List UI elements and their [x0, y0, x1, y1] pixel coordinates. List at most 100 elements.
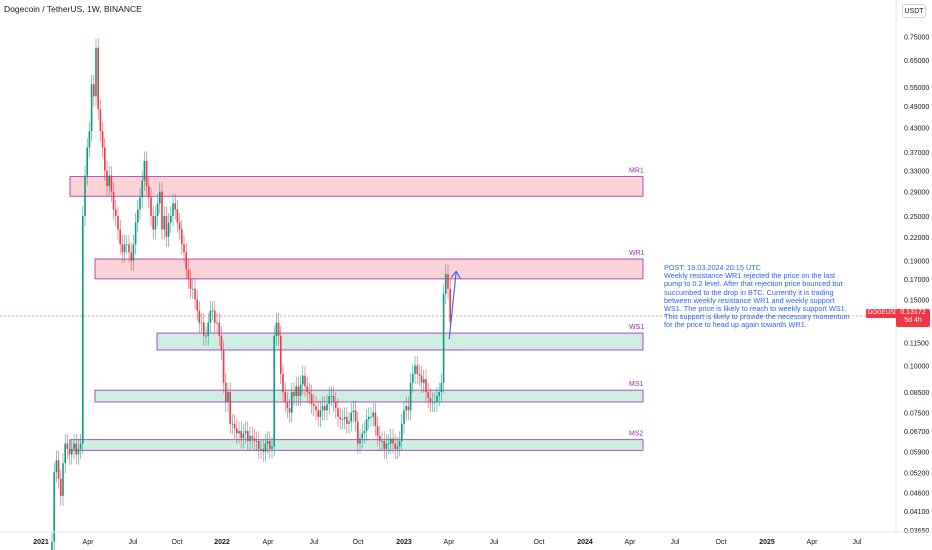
candle-body [264, 443, 267, 452]
y-tick-label: 0.05900 [904, 450, 929, 457]
candle-body [117, 215, 119, 230]
candle-body [440, 382, 443, 393]
candle-body [167, 222, 170, 237]
zone-wr1 [94, 258, 644, 280]
y-tick-label: 0.33000 [904, 169, 929, 176]
candle-body [337, 408, 339, 417]
candle-body [352, 410, 355, 413]
candle-body [77, 448, 80, 455]
current-price-value: 0.13172 [900, 309, 926, 316]
candle-body [324, 406, 326, 411]
analysis-note: POST: 19.03.2024 20:15 UTC Weekly resist… [664, 263, 850, 330]
candle-body [73, 443, 75, 449]
candle-body [99, 109, 102, 132]
candle-body [106, 170, 108, 187]
candle-body [392, 438, 394, 444]
x-tick-label: Apr [807, 539, 819, 546]
candle-body [328, 395, 330, 405]
candle-body [119, 229, 121, 245]
candle-body [297, 386, 300, 396]
candle-body [310, 394, 313, 405]
candle-body [123, 244, 126, 253]
candle-body [350, 412, 352, 422]
x-tick-label: Jul [129, 539, 138, 546]
y-tick-label: 0.37000 [904, 150, 929, 157]
candle-body [262, 448, 264, 452]
x-tick-label: Apr [83, 539, 95, 546]
x-tick-label: Jul [853, 539, 862, 546]
currency-unit-button[interactable]: USDT [902, 4, 926, 18]
candle-body [304, 375, 306, 387]
candle-body [407, 406, 410, 411]
candle-body [229, 392, 231, 424]
y-tick-label: 0.15000 [904, 297, 929, 304]
candle-body [258, 440, 260, 449]
candle-body [266, 440, 269, 444]
x-tick-label: 2025 [759, 539, 775, 546]
candle-body [214, 310, 216, 323]
x-tick-label: Oct [353, 539, 364, 546]
zone-label: WR1 [629, 250, 645, 257]
candle-body [143, 160, 146, 181]
zone-label: MR1 [629, 168, 644, 175]
candle-body [152, 215, 154, 230]
zone-mr1 [69, 176, 644, 197]
candle-body [51, 541, 53, 550]
candle-body [401, 423, 403, 441]
candle-body [398, 440, 401, 447]
candle-body [115, 209, 117, 216]
y-tick-label: 0.25000 [904, 214, 929, 221]
y-tick-label: 0.07500 [904, 411, 929, 418]
candle-body [275, 322, 278, 336]
candle-body [187, 269, 190, 279]
x-tick-label: 2023 [396, 539, 412, 546]
candle-body [211, 310, 214, 312]
candle-body [79, 443, 82, 449]
candle-body [104, 147, 106, 171]
candle-body [185, 252, 187, 270]
x-tick-label: Oct [172, 539, 183, 546]
candle-body [348, 421, 350, 424]
y-tick-label: 0.55000 [904, 85, 929, 92]
candle-body [203, 322, 205, 336]
x-tick-label: Jul [671, 539, 680, 546]
candle-body [284, 392, 286, 402]
candle-body [361, 433, 363, 439]
candle-body [66, 443, 69, 449]
candle-body [242, 433, 245, 439]
candle-body [222, 349, 225, 383]
candle-body [101, 131, 104, 148]
candle-body [315, 406, 317, 411]
note-post-date: POST: 19.03.2024 20:15 UTC [664, 263, 761, 272]
candle-body [181, 229, 183, 245]
candle-body [418, 373, 421, 376]
y-tick-label: 0.04600 [904, 490, 929, 497]
candle-body [240, 430, 242, 439]
candle-body [231, 423, 234, 425]
candle-body [251, 435, 253, 439]
candle-body [330, 395, 333, 397]
candle-body [381, 440, 383, 442]
candle-body [183, 244, 185, 253]
candle-body [442, 293, 445, 383]
y-tick-label: 0.19000 [904, 259, 929, 266]
candle-body [409, 382, 412, 411]
candle-body [141, 180, 143, 198]
y-tick-label: 0.65000 [904, 58, 929, 65]
candle-body [176, 209, 179, 223]
candle-body [165, 215, 168, 237]
candle-body [383, 440, 385, 449]
candle-body [148, 186, 150, 198]
x-tick-label: Oct [716, 539, 727, 546]
candle-body [434, 401, 436, 403]
candle-body [302, 375, 304, 385]
candle-body [247, 430, 249, 441]
candle-body [295, 386, 297, 396]
candle-body [134, 222, 137, 245]
candle-body [220, 335, 223, 350]
y-tick-label: 0.05200 [904, 470, 929, 477]
candle-body [429, 397, 432, 402]
x-tick-label: 2024 [577, 539, 593, 546]
candle-body [86, 147, 88, 176]
